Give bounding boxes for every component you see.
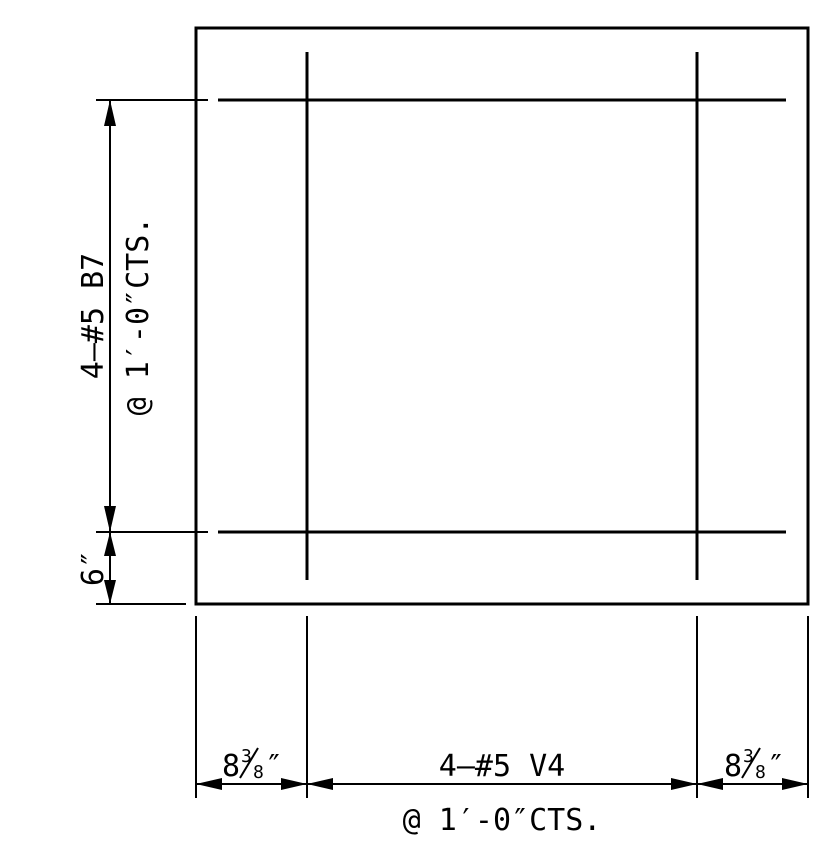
edge-dimension-left-den: 8 [253, 762, 264, 783]
edge-dimension-left-unit: ″ [265, 749, 283, 784]
arrowhead-left-2 [307, 778, 333, 790]
horizontal-bars-label-line1: 4–#5 V4 [439, 749, 565, 784]
fraction-slash-right [741, 747, 761, 779]
horizontal-bars-label-line2: @ 1′-0″CTS. [403, 803, 602, 838]
vertical-bars-label-line1: 4–#5 B7 [76, 253, 111, 379]
fraction-slash-left [239, 747, 259, 779]
edge-dimension-right-num: 3 [743, 746, 754, 767]
arrowhead-left-3 [697, 778, 723, 790]
edge-dimension-left: 8 3 8 ″ [222, 746, 283, 784]
arrowhead-right-3 [782, 778, 808, 790]
edge-dimension-right-den: 8 [755, 762, 766, 783]
arrowhead-up-top [104, 100, 116, 126]
arrowhead-right-1 [281, 778, 307, 790]
slab-outline [194, 26, 810, 606]
edge-dimension-left-num: 3 [241, 746, 252, 767]
vertical-bars-label-line2: @ 1′-0″CTS. [121, 217, 156, 416]
edge-dimension-right: 8 3 8 ″ [724, 746, 785, 784]
arrowhead-left-1 [196, 778, 222, 790]
edge-dimension-left-whole: 8 [222, 749, 240, 784]
cover-dimension-label: 6″ [76, 550, 111, 586]
arrowhead-right-2 [671, 778, 697, 790]
arrowhead-down-middle [104, 506, 116, 532]
arrowhead-down-short [104, 580, 116, 604]
arrowhead-up-short [104, 532, 116, 556]
edge-dimension-right-whole: 8 [724, 749, 742, 784]
edge-dimension-right-unit: ″ [767, 749, 785, 784]
